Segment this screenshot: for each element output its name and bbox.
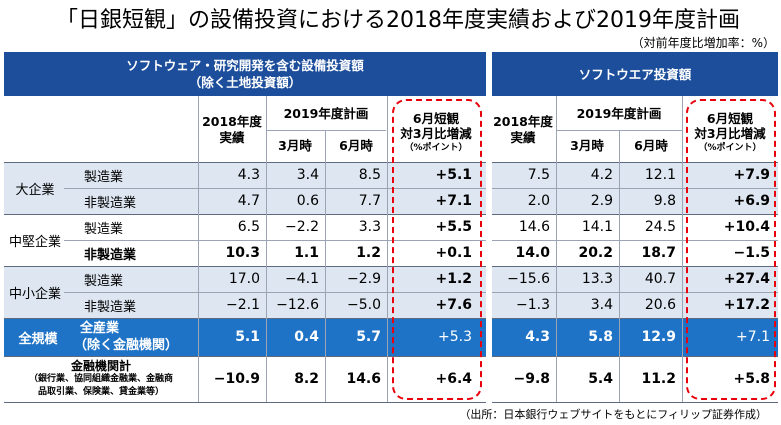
value-cell: 20.2 xyxy=(578,245,613,261)
value-cell: 0.6 xyxy=(296,193,319,209)
highlight-box xyxy=(686,99,776,400)
value-cell: 13.3 xyxy=(581,271,613,287)
value-cell: 4.7 xyxy=(237,193,260,209)
col-header-diff: 6月短観 対3月比増減 （%ポイント） xyxy=(400,110,472,153)
col-header-march: 3月時 xyxy=(278,138,312,153)
diff-cell: +10.4 xyxy=(723,219,770,235)
value-cell: −1.3 xyxy=(516,297,550,313)
diff-cell: +7.6 xyxy=(435,297,472,313)
sector-label: 非製造業 xyxy=(84,247,137,263)
col-header-2018: 2018年度 実績 xyxy=(493,114,553,145)
diff-cell: +7.9 xyxy=(733,167,770,183)
col-header-diff: 6月短観 対3月比増減 （%ポイント） xyxy=(694,110,766,153)
diff-cell: +5.3 xyxy=(438,329,472,345)
value-cell: 17.0 xyxy=(228,271,260,287)
unit-note: （対前年度比増加率：%） xyxy=(631,36,775,50)
diff-cell: +17.2 xyxy=(723,297,770,313)
col-header-2019: 2019年度計画 xyxy=(283,106,369,121)
group-mid: 中堅企業 xyxy=(8,234,61,250)
value-cell: 40.7 xyxy=(644,271,676,287)
page-title: 「日銀短観」の設備投資における2018年度実績および2019年度計画 xyxy=(56,8,740,33)
diff-cell: +7.1 xyxy=(435,193,472,209)
diff-cell: +5.8 xyxy=(733,371,770,387)
value-cell: 2.0 xyxy=(527,193,550,209)
group-all-sub: 全産業 （除く金融機関） xyxy=(74,321,179,353)
value-cell: 14.1 xyxy=(581,219,613,235)
value-cell: 24.5 xyxy=(644,219,676,235)
diff-cell: +1.2 xyxy=(435,271,472,287)
value-cell: 1.2 xyxy=(356,245,381,261)
value-cell: −10.9 xyxy=(213,371,260,387)
capex-table: ソフトウェア・研究開発を含む設備投資額 （除く土地投資額） 2018年度 実績 … xyxy=(4,52,486,403)
value-cell: 4.3 xyxy=(237,167,260,183)
software-table: ソフトウエア投資額 2018年度 実績 2019年度計画 3月時 6月時 6月短… xyxy=(492,52,778,403)
col-header-2018: 2018年度 実績 xyxy=(202,114,262,145)
group-all: 全規模 xyxy=(18,331,58,347)
value-cell: 3.4 xyxy=(590,297,613,313)
col-header-2019: 2019年度計画 xyxy=(576,106,662,121)
value-cell: −2.9 xyxy=(347,271,381,287)
value-cell: −5.0 xyxy=(347,297,381,313)
sector-label: 製造業 xyxy=(84,273,124,289)
col-header-june: 6月時 xyxy=(339,138,373,153)
software-table-header: ソフトウエア投資額 xyxy=(492,52,778,96)
sector-label: 製造業 xyxy=(84,169,124,185)
sector-label: 非製造業 xyxy=(84,195,137,211)
value-cell: 5.8 xyxy=(588,329,613,345)
sector-label: 非製造業 xyxy=(84,299,137,315)
value-cell: 2.9 xyxy=(590,193,613,209)
value-cell: 12.9 xyxy=(641,329,676,345)
group-large: 大企業 xyxy=(15,182,55,198)
value-cell: 1.1 xyxy=(294,245,319,261)
value-cell: 5.7 xyxy=(356,329,381,345)
value-cell: 18.7 xyxy=(641,245,676,261)
value-cell: 14.0 xyxy=(515,245,550,261)
value-cell: 5.1 xyxy=(235,329,260,345)
value-cell: −2.2 xyxy=(285,219,319,235)
diff-cell: −1.5 xyxy=(733,245,770,261)
value-cell: −2.1 xyxy=(226,297,260,313)
value-cell: 8.2 xyxy=(294,371,319,387)
value-cell: 10.3 xyxy=(225,245,260,261)
value-cell: 9.8 xyxy=(653,193,676,209)
capex-table-header: ソフトウェア・研究開発を含む設備投資額 （除く土地投資額） xyxy=(4,52,486,96)
value-cell: 11.2 xyxy=(641,371,676,387)
source-note: （出所：日本銀行ウェブサイトをもとにフィリップ証券作成） xyxy=(459,408,767,421)
col-header-june: 6月時 xyxy=(634,138,668,153)
value-cell: 3.3 xyxy=(358,219,381,235)
value-cell: 12.1 xyxy=(644,167,676,183)
diff-cell: +27.4 xyxy=(723,271,770,287)
value-cell: −15.6 xyxy=(507,271,550,287)
diff-cell: +6.9 xyxy=(733,193,770,209)
diff-cell: +7.1 xyxy=(736,329,770,345)
value-cell: 4.3 xyxy=(525,329,550,345)
value-cell: 3.4 xyxy=(296,167,319,183)
value-cell: 4.2 xyxy=(590,167,613,183)
value-cell: 0.4 xyxy=(294,329,319,345)
value-cell: −12.6 xyxy=(276,297,319,313)
sector-label: 製造業 xyxy=(84,221,124,237)
value-cell: 14.6 xyxy=(518,219,550,235)
group-small: 中小企業 xyxy=(8,286,61,302)
value-cell: 6.5 xyxy=(237,219,260,235)
diff-cell: +6.4 xyxy=(435,371,472,387)
diff-cell: +5.1 xyxy=(435,167,472,183)
value-cell: 5.4 xyxy=(588,371,613,387)
value-cell: −9.8 xyxy=(513,371,550,387)
col-header-march: 3月時 xyxy=(570,138,604,153)
value-cell: 20.6 xyxy=(644,297,676,313)
diff-cell: +0.1 xyxy=(435,245,472,261)
value-cell: −4.1 xyxy=(285,271,319,287)
highlight-box xyxy=(392,99,482,400)
value-cell: 7.5 xyxy=(527,167,550,183)
group-financial: 金融機関計 （銀行業、協同組織金融業、金融商 品取引業、保険業、貸金業等） xyxy=(28,358,173,397)
value-cell: 14.6 xyxy=(346,371,381,387)
value-cell: 7.7 xyxy=(358,193,381,209)
value-cell: 8.5 xyxy=(358,167,381,183)
diff-cell: +5.5 xyxy=(435,219,472,235)
